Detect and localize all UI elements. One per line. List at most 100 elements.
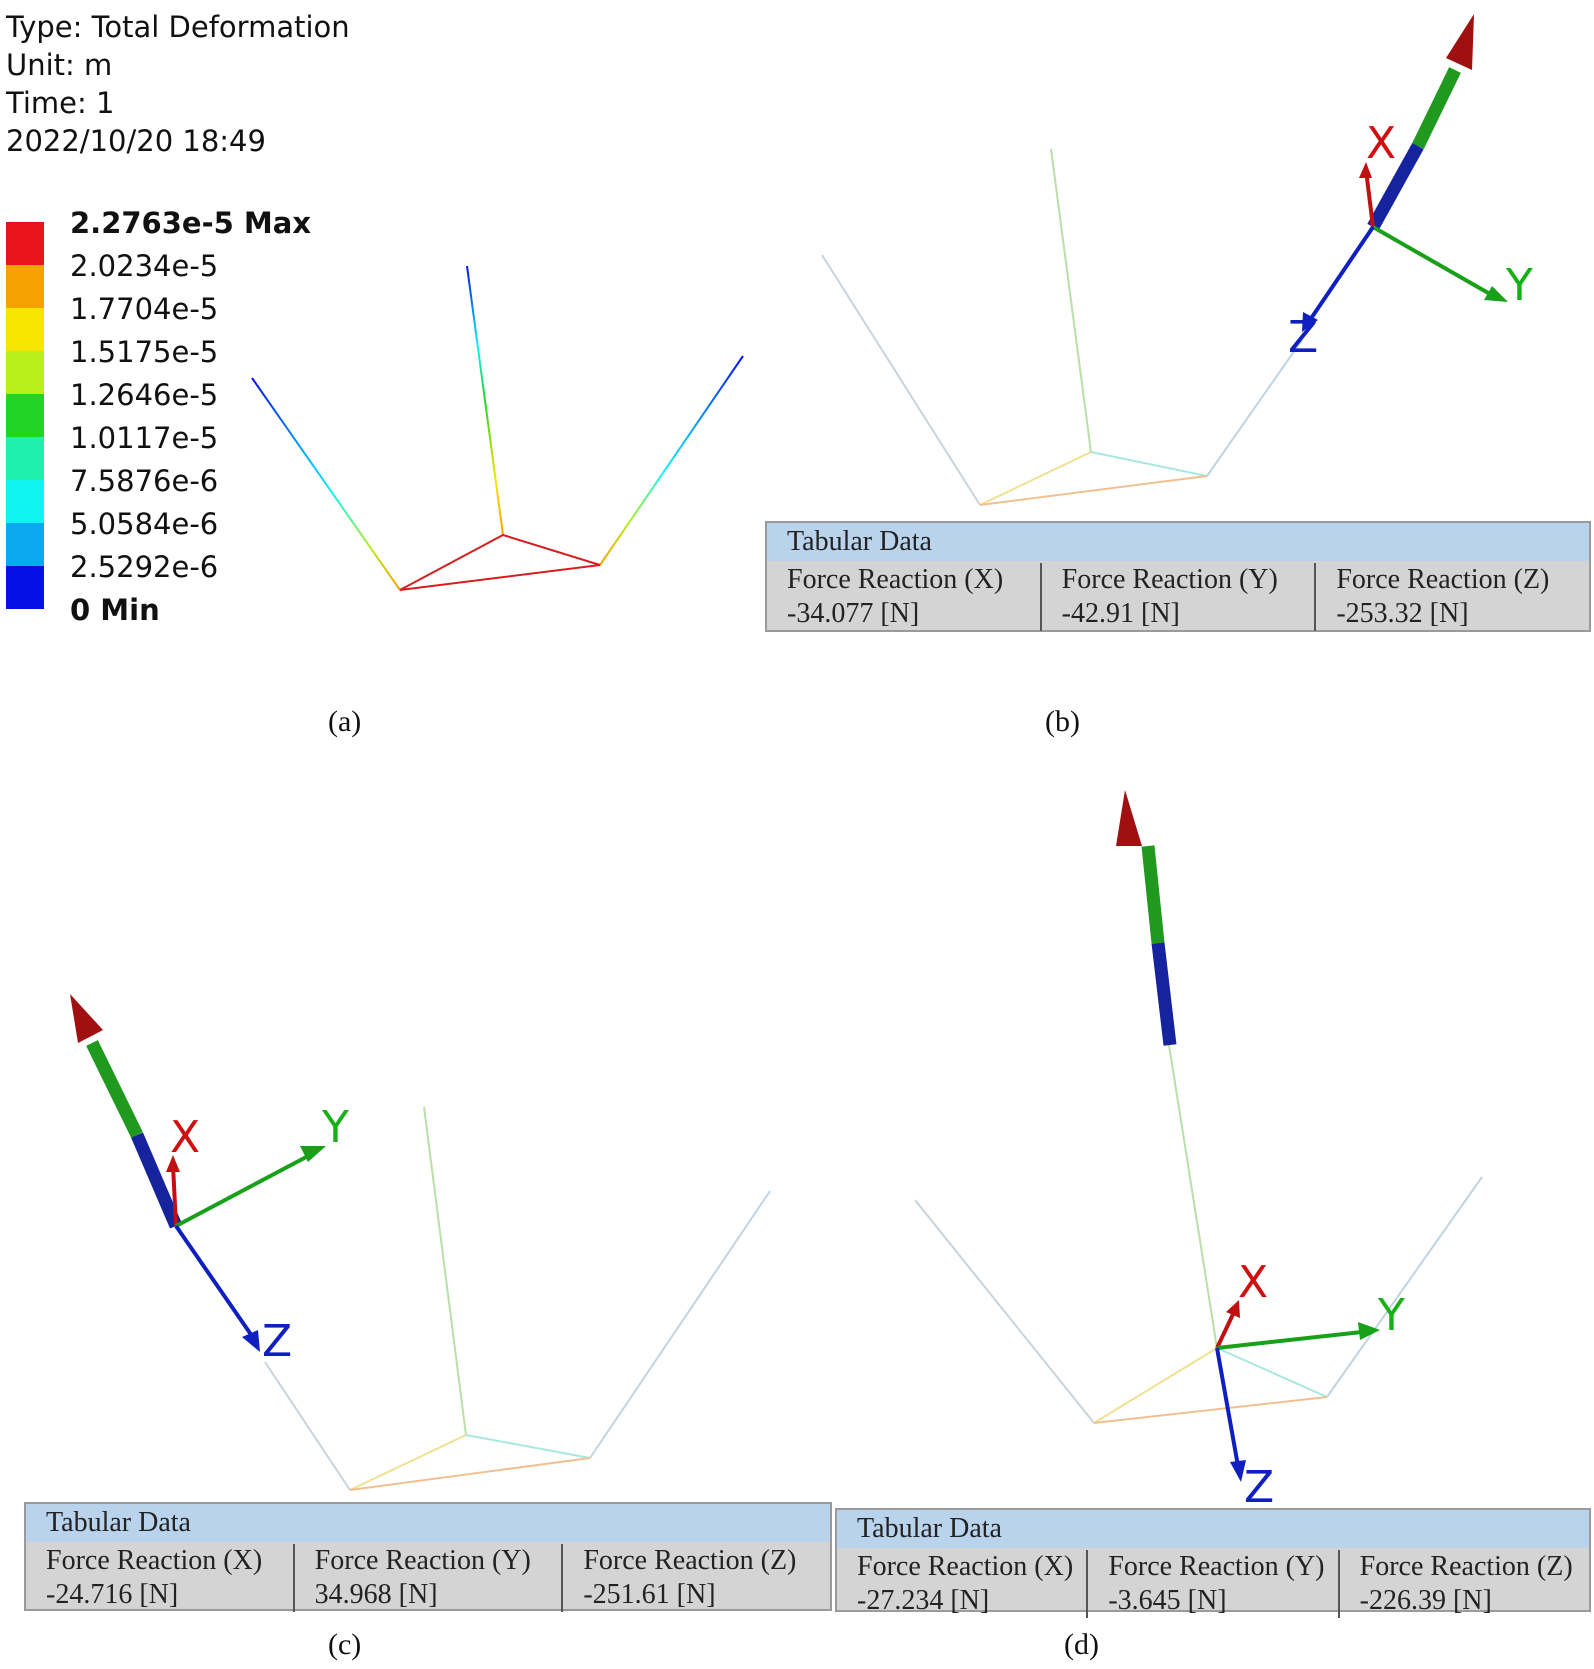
tabular-data-title: Tabular Data [837,1510,1589,1548]
triad-d-y [1216,1330,1363,1350]
member-c-left [264,1361,351,1491]
column-header-x: Force Reaction (X) [787,564,1004,595]
scale-label: 2.5292e-6 [70,550,219,584]
member-d-right [1326,1176,1483,1398]
member-a-left [251,377,401,591]
frame-d [914,1044,1483,1424]
table-cell: Force Reaction (Z) -253.32 [N] [1316,563,1589,631]
member-a-middle [466,265,504,536]
arrow-b-green [1412,67,1461,149]
force-reaction-y-value: 34.968 [N] [314,1579,438,1610]
triad-b: X Y Z [1288,118,1533,363]
axis-label-x: X [1366,118,1396,169]
axis-label-z: Z [1244,1462,1274,1513]
scale-label: 2.0234e-5 [70,249,219,283]
member-c-base2 [465,1434,591,1459]
table-cell: Force Reaction (Y) 34.968 [N] [295,1544,564,1612]
axis-label-x: X [170,1112,200,1163]
scale-labels: 2.2763e-5 Max 2.0234e-5 1.7704e-5 1.5175… [70,202,311,632]
axis-label-z: Z [1288,312,1318,363]
scale-swatch [6,265,44,308]
table-cell: Force Reaction (X) -27.234 [N] [837,1550,1089,1618]
scale-label-max: 2.2763e-5 Max [70,206,312,240]
triad-d: X Y Z [1215,1257,1405,1513]
triad-b-z [1308,225,1375,322]
axis-label-z: Z [262,1316,292,1367]
member-d-left [914,1199,1095,1424]
caption-b: (b) [1045,705,1080,738]
member-b-base1 [979,451,1092,506]
arrow-c-blue [131,1132,182,1229]
member-d-base3 [1093,1396,1328,1424]
scale-label: 5.0584e-6 [70,507,219,541]
member-a-base [399,533,601,591]
tabular-data-title: Tabular Data [767,523,1589,561]
result-date: 2022/10/20 18:49 [6,124,266,158]
column-header-x: Force Reaction (X) [46,1545,263,1576]
reaction-arrow-b [1367,14,1474,231]
member-d-middle [1168,1044,1218,1349]
scale-swatch [6,222,44,265]
tabular-data-b: Tabular Data Force Reaction (X) -34.077 … [765,521,1591,632]
column-header-z: Force Reaction (Z) [1359,1551,1573,1582]
triad-b-y-head [1484,286,1508,302]
table-cell: Force Reaction (Z) -251.61 [N] [563,1544,830,1612]
scale-swatch [6,437,44,480]
axis-label-y: Y [321,1102,349,1153]
triad-c-x [171,1164,178,1227]
scale-swatch [6,351,44,394]
tabular-data-row: Force Reaction (X) -24.716 [N] Force Rea… [26,1542,830,1615]
member-c-base3 [349,1457,591,1491]
color-scale [6,222,44,609]
caption-d: (d) [1064,1628,1099,1661]
arrow-d-green [1141,845,1165,944]
frame-b [821,148,1303,506]
force-reaction-z-value: -253.32 [N] [1336,598,1469,629]
scale-swatch [6,566,44,609]
tabular-data-c: Tabular Data Force Reaction (X) -24.716 … [24,1502,832,1612]
scale-swatch [6,523,44,566]
table-cell: Force Reaction (Y) -3.645 [N] [1088,1550,1340,1618]
member-d-base2 [1216,1347,1328,1398]
triad-b-y [1372,225,1491,296]
table-cell: Force Reaction (Y) -42.91 [N] [1042,563,1317,631]
force-reaction-x-value: -24.716 [N] [46,1579,179,1610]
triad-c-z-head [242,1330,260,1352]
column-header-x: Force Reaction (X) [857,1551,1074,1582]
member-b-base3 [979,475,1208,506]
arrow-c-green [86,1040,143,1138]
triad-c-y [175,1153,311,1228]
triad-c-z [174,1224,254,1338]
triad-d-x [1215,1309,1237,1349]
member-a-right [599,355,744,566]
member-d-base1 [1093,1347,1218,1424]
column-header-y: Force Reaction (Y) [314,1545,531,1576]
member-c-base1 [349,1434,467,1491]
frame-c [264,1106,771,1491]
scale-label: 1.5175e-5 [70,335,219,369]
force-reaction-y-value: -42.91 [N] [1061,598,1180,629]
table-cell: Force Reaction (X) -24.716 [N] [26,1544,295,1612]
column-header-z: Force Reaction (Z) [1336,564,1550,595]
axis-label-y: Y [1377,1290,1405,1341]
legend-header: Type: Total Deformation Unit: m Time: 1 … [6,8,350,160]
arrow-b-blue [1367,142,1424,231]
force-reaction-x-value: -27.234 [N] [857,1585,990,1616]
member-b-left [821,254,981,506]
scale-label-min: 0 Min [70,593,160,627]
tabular-data-row: Force Reaction (X) -27.234 [N] Force Rea… [837,1548,1589,1621]
tabular-data-row: Force Reaction (X) -34.077 [N] Force Rea… [767,561,1589,634]
force-reaction-y-value: -3.645 [N] [1108,1585,1227,1616]
force-reaction-z-value: -251.61 [N] [583,1579,716,1610]
triad-d-x-head [1226,1300,1240,1318]
result-type: Type: Total Deformation [6,10,350,44]
caption-c: (c) [328,1628,362,1661]
triad-b-x-head [1359,162,1372,178]
column-header-y: Force Reaction (Y) [1061,564,1278,595]
arrow-d-head [1116,790,1142,846]
scale-label: 1.7704e-5 [70,292,219,326]
triad-d-y-head [1358,1322,1380,1340]
member-b-base2 [1090,451,1208,477]
arrow-c-head [70,994,103,1043]
